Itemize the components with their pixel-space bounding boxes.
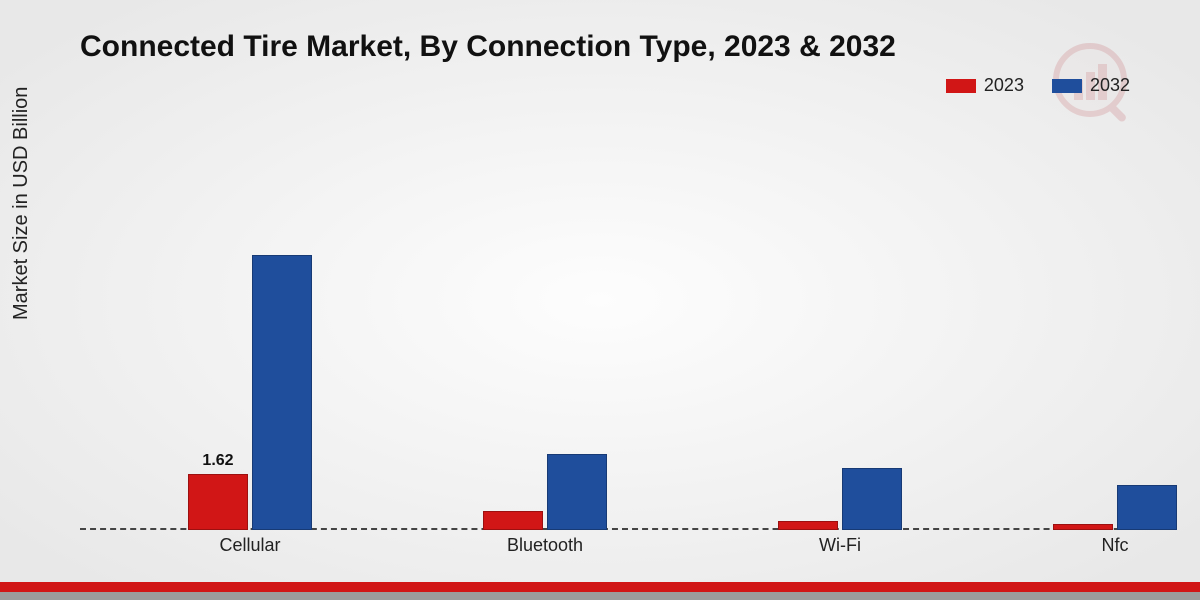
x-axis-label: Cellular [219,535,280,556]
legend-label-2032: 2032 [1090,75,1130,96]
y-axis-label: Market Size in USD Billion [10,87,33,320]
legend-item-2023: 2023 [946,75,1024,96]
bar-group [455,454,635,530]
bar [547,454,607,530]
legend: 2023 2032 [946,75,1130,96]
legend-swatch-2023 [946,79,976,93]
legend-label-2023: 2023 [984,75,1024,96]
bar: 1.62 [188,474,248,530]
legend-item-2032: 2032 [1052,75,1130,96]
footer-grey-bar [0,592,1200,600]
chart-title: Connected Tire Market, By Connection Typ… [80,30,896,64]
legend-swatch-2032 [1052,79,1082,93]
bar [252,255,312,530]
bar [1117,485,1177,530]
x-axis-labels: Cellular Bluetooth Wi-Fi Nfc [80,535,1170,565]
bar-group [1025,485,1200,530]
bar [483,511,543,530]
bar [778,521,838,530]
bar-group: 1.62 [160,255,340,530]
x-axis-label: Nfc [1102,535,1129,556]
bar-value-label: 1.62 [202,452,233,474]
bar [1053,524,1113,530]
x-axis-label: Wi-Fi [819,535,861,556]
footer-red-bar [0,582,1200,592]
footer-decoration [0,582,1200,600]
bar-group [750,468,930,530]
bar [842,468,902,530]
plot-area: 1.62 [80,120,1170,530]
x-axis-label: Bluetooth [507,535,583,556]
